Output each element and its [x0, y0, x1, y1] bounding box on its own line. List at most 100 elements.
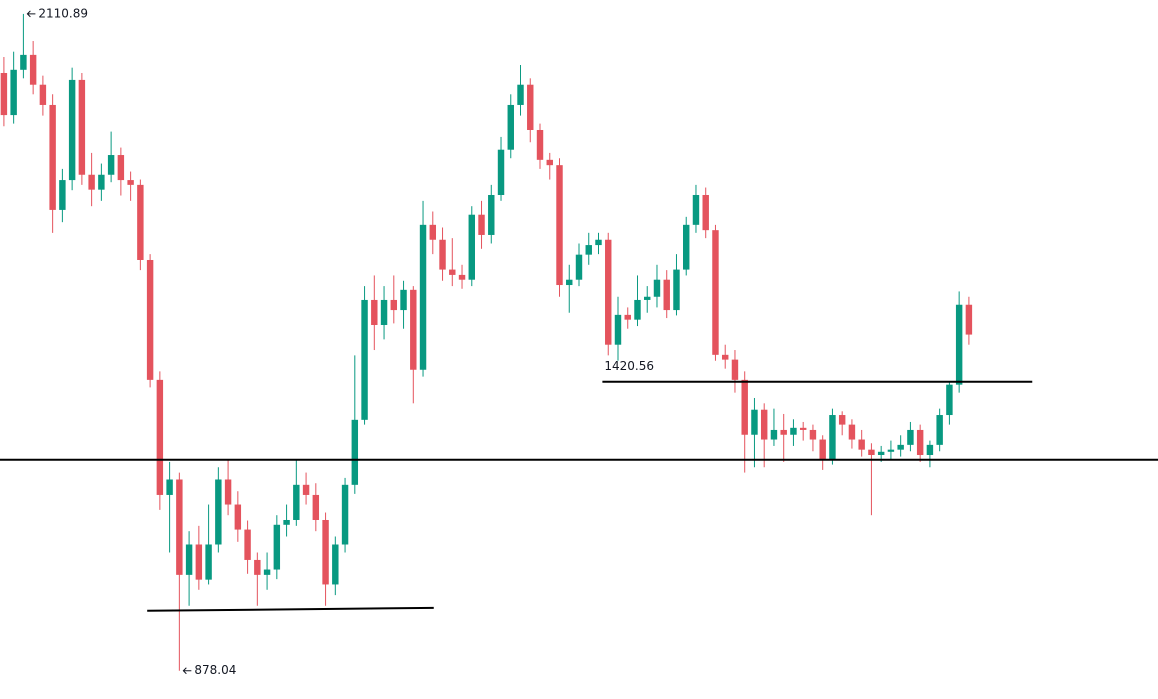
candle-body — [39, 84, 47, 105]
candle-body — [575, 254, 583, 280]
candle-body — [371, 299, 378, 325]
candle-body — [215, 479, 222, 545]
candle-body — [517, 84, 524, 105]
candle-body — [98, 174, 105, 190]
candle-body — [507, 104, 514, 150]
candle-body — [858, 439, 865, 450]
candle-body — [751, 409, 758, 435]
candle-body — [848, 424, 856, 440]
candle-body — [683, 224, 690, 270]
candle-body — [760, 409, 768, 440]
candle-body — [332, 544, 339, 585]
candle-body — [605, 239, 612, 345]
drawn-line — [147, 606, 434, 612]
candle-body — [195, 544, 203, 580]
candle-body — [107, 155, 115, 175]
candle-body — [546, 159, 553, 166]
candle-body — [205, 544, 212, 580]
candle-body — [731, 359, 739, 380]
candle-body — [790, 427, 797, 435]
candle-body — [721, 354, 729, 360]
candle-body — [741, 379, 748, 435]
candle-body — [614, 314, 622, 345]
candle-body — [556, 165, 563, 286]
candle-body — [955, 304, 963, 385]
candle-body — [536, 129, 544, 160]
candle-body — [293, 484, 300, 520]
candle-body — [88, 174, 95, 190]
candle-body — [497, 149, 505, 195]
candle-body — [907, 429, 914, 445]
candle-body — [244, 529, 251, 560]
candle-body — [653, 279, 661, 297]
candle-body — [673, 269, 680, 311]
candle-body — [20, 54, 27, 70]
candle-body — [254, 559, 261, 575]
candle-body — [234, 504, 242, 530]
candle-body — [799, 427, 807, 430]
candle-body — [712, 230, 719, 355]
line-label: 1420.56 — [604, 359, 654, 373]
candle-body — [176, 479, 183, 575]
marker-arrow — [182, 667, 192, 675]
candle-body — [283, 519, 290, 525]
candle-body — [946, 384, 953, 416]
candle-body — [877, 451, 885, 455]
candle-body — [770, 429, 778, 440]
candle-body — [478, 214, 485, 235]
candle-body — [819, 439, 826, 460]
candle-body — [400, 289, 407, 311]
candle-body — [59, 180, 66, 210]
extreme-label: 2110.89 — [38, 6, 88, 20]
candle-body — [897, 444, 904, 450]
marker-arrow — [26, 10, 36, 18]
candle-body — [595, 239, 602, 246]
candle-body — [185, 544, 193, 575]
candle-body — [644, 296, 651, 300]
candle-body — [341, 484, 349, 545]
candle-body — [868, 449, 875, 455]
candle-body — [419, 224, 427, 370]
candle-body — [702, 194, 709, 231]
candle-body — [137, 184, 144, 260]
candle-body — [634, 299, 641, 320]
candle-body — [117, 155, 125, 181]
candle-body — [361, 299, 368, 420]
candle-body — [351, 419, 359, 485]
candle-body — [488, 194, 495, 235]
candle-body — [887, 449, 895, 452]
candle-body — [380, 299, 388, 325]
candle-body — [692, 194, 700, 225]
candle-body — [449, 269, 456, 275]
candle-body — [410, 289, 417, 370]
candle-body — [527, 84, 534, 130]
candle-body — [302, 484, 310, 495]
candle-body — [965, 304, 973, 335]
candle-body — [322, 519, 329, 585]
candle-body — [624, 314, 631, 320]
candle-body — [838, 415, 846, 425]
candle-body — [156, 379, 164, 495]
candle-body — [566, 279, 573, 286]
candle-body — [10, 69, 17, 116]
candle-body — [78, 79, 86, 175]
candle-body — [936, 415, 943, 445]
candle-body — [166, 479, 173, 495]
candle-body — [809, 429, 817, 440]
candle-body — [29, 54, 37, 85]
candle-body — [0, 72, 8, 116]
candle-body — [468, 214, 475, 280]
candle-body — [312, 494, 320, 520]
candle-body — [146, 259, 154, 380]
candle-body — [429, 224, 437, 240]
candle-body — [390, 299, 398, 311]
candle-body — [926, 444, 934, 455]
candle-body — [439, 239, 446, 270]
candle-body — [273, 524, 281, 570]
candle-body — [829, 415, 836, 460]
candle-body — [224, 479, 232, 505]
candle-body — [916, 429, 924, 455]
